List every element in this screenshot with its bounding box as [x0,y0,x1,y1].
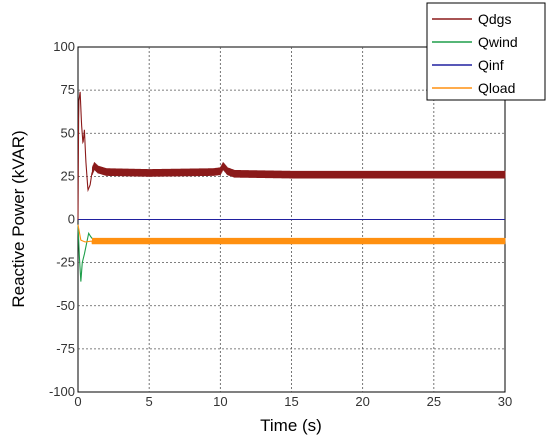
x-tick-label: 15 [284,394,298,409]
series-group [77,91,506,282]
legend: Qdgs Qwind Qinf Qload [426,2,546,101]
x-tick-label: 30 [498,394,512,409]
x-axis-label: Time (s) [260,416,322,435]
y-tick-labels: 100 75 50 25 0 -25 -50 -75 -100 [49,39,75,399]
x-tick-label: 10 [213,394,227,409]
x-tick-label: 25 [427,394,441,409]
y-tick-label: 75 [61,82,75,97]
x-tick-label: 5 [146,394,153,409]
y-tick-label: -100 [49,384,75,399]
legend-label: Qinf [478,57,504,73]
legend-label: Qwind [478,34,518,50]
y-tick-label: 100 [53,39,75,54]
y-tick-label: 25 [61,168,75,183]
x-tick-label: 20 [355,394,369,409]
legend-label: Qdgs [478,11,511,27]
legend-label: Qload [478,80,515,96]
y-tick-label: -50 [56,298,75,313]
y-tick-label: -75 [56,341,75,356]
y-tick-label: -25 [56,255,75,270]
series-line-qdgs [77,91,506,220]
y-tick-label: 0 [68,212,75,227]
series-line-qload [77,224,506,245]
legend-box [426,2,546,101]
y-tick-label: 50 [61,125,75,140]
y-axis-label: Reactive Power (kVAR) [9,130,28,307]
x-tick-labels: 0 5 10 15 20 25 30 [74,394,512,409]
x-tick-label: 0 [74,394,81,409]
